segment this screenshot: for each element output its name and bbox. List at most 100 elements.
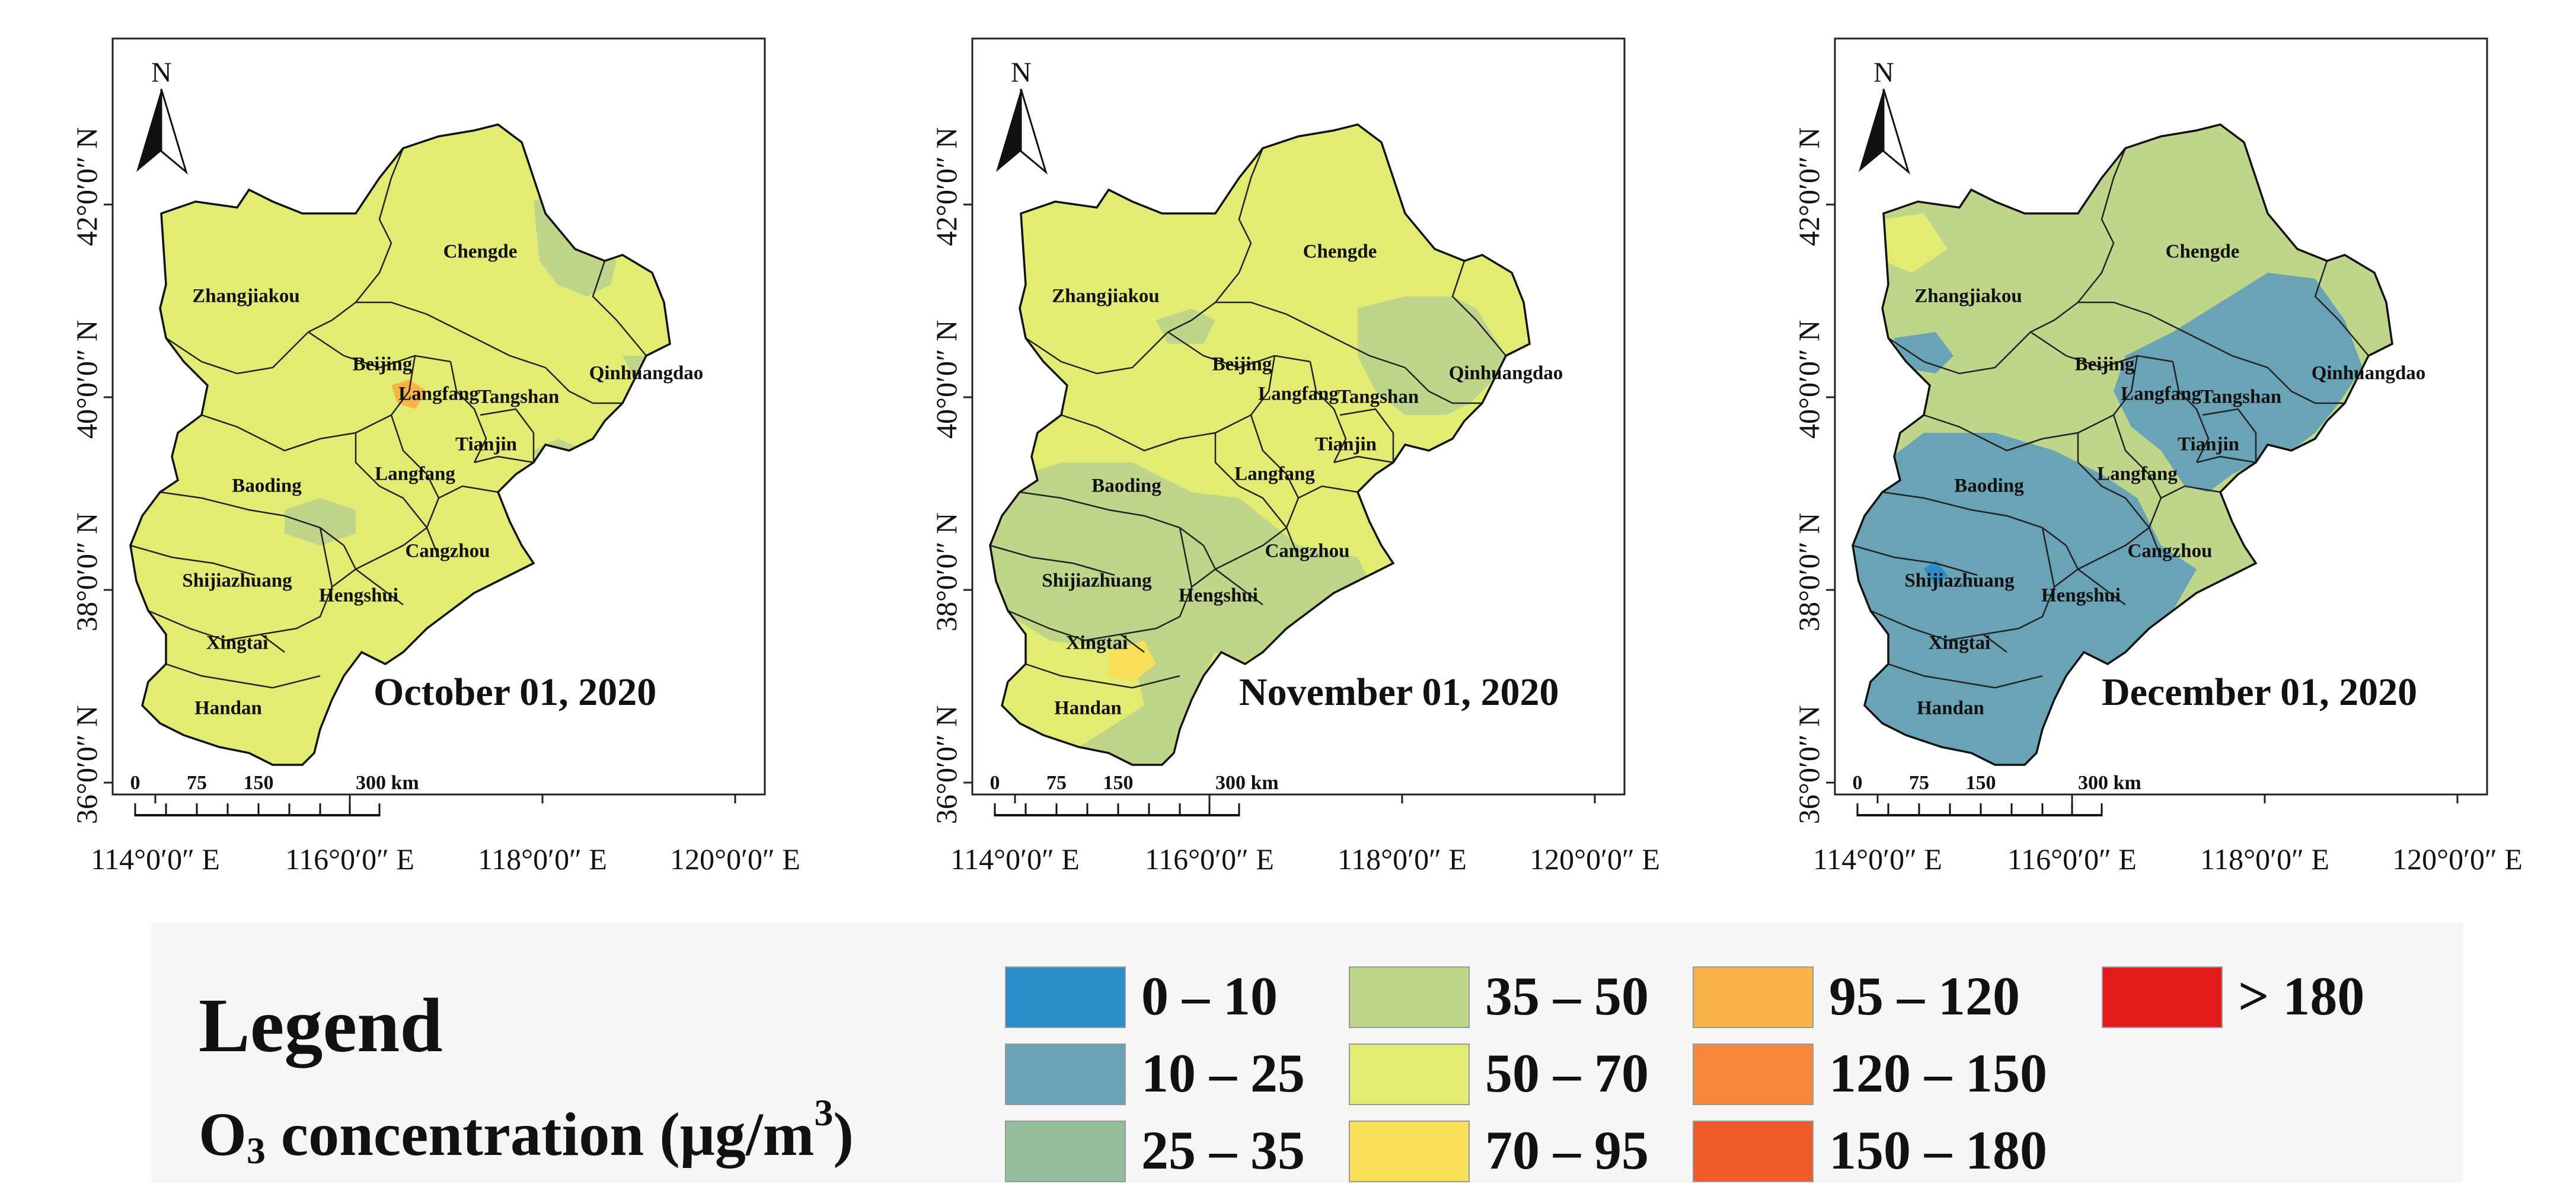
concentration-patch — [2114, 273, 2363, 492]
latitude-label: 42°0′0″ N — [70, 127, 103, 246]
city-border — [1923, 414, 2043, 452]
city-border — [1451, 260, 1506, 356]
concentration-patch — [1924, 560, 1948, 587]
city-label-shijiazhuang: Shijiazhuang — [182, 570, 292, 592]
latitude-label: 38°0′0″ N — [930, 512, 963, 631]
north-arrow-icon — [996, 88, 1048, 175]
city-label-chengde: Chengde — [1303, 241, 1377, 263]
longitude-label: 120°0′0″ E — [670, 842, 800, 876]
map-date-title: December 01, 2020 — [2102, 671, 2418, 714]
city-border — [1215, 301, 1406, 369]
region-base-fill — [130, 125, 670, 765]
city-border — [1250, 414, 1358, 499]
scale-bar-label: 75 — [1046, 772, 1067, 794]
city-label-handan: Handan — [1054, 697, 1122, 719]
scale-bar-label: 150 — [1103, 772, 1134, 794]
scale-bar — [1856, 803, 2103, 816]
city-border — [165, 663, 321, 689]
concentration-patch — [1358, 296, 1506, 415]
legend-item-label: 10 – 25 — [1141, 1043, 1305, 1103]
concentration-patch — [990, 462, 1370, 765]
scale-bar-label: 0 — [1852, 772, 1863, 794]
map-panel-october: 42°0′0″ N 40°0′0″ N 38°0′0″ N 36°0′0″ N 114°… — [24, 24, 877, 913]
north-arrow-icon — [1859, 88, 1910, 175]
city-label-zhangjiakou: Zhangjiakou — [1052, 285, 1160, 307]
city-label-baoding: Baoding — [1091, 475, 1161, 497]
city-label-handan: Handan — [1917, 697, 1984, 719]
city-border — [355, 433, 440, 558]
city-label-tangshan: Tangshan — [1338, 386, 1419, 408]
city-border — [308, 148, 404, 333]
city-label-langfang-north: Langfang — [1258, 383, 1339, 405]
city-border — [2054, 497, 2162, 588]
city-border — [331, 497, 440, 588]
city-border — [592, 260, 647, 356]
city-border — [2112, 414, 2221, 499]
city-border — [1404, 367, 1482, 404]
city-label-tianjin: Tianjin — [1315, 433, 1377, 455]
longitude-label: 114°0′0″ E — [950, 842, 1080, 876]
city-label-beijing: Beijing — [2074, 353, 2135, 375]
city-label-xingtai: Xingtai — [1065, 632, 1128, 654]
concentration-patch — [1894, 332, 1953, 374]
city-border — [1333, 455, 1394, 464]
city-border — [2196, 455, 2256, 464]
city-border — [260, 527, 333, 636]
city-border — [1191, 497, 1300, 588]
legend-swatch — [1693, 1043, 1814, 1105]
legend-item-label: 150 – 180 — [1829, 1120, 2047, 1180]
city-label-handan: Handan — [194, 697, 262, 719]
scale-bar — [994, 803, 1240, 816]
city-label-langfang-north: Langfang — [2121, 383, 2201, 405]
city-border — [1888, 663, 2043, 689]
city-border — [1167, 148, 1264, 333]
city-border — [2065, 545, 2126, 605]
city-border — [2314, 260, 2369, 356]
north-label: N — [1873, 57, 1894, 88]
concentration-patch — [285, 498, 356, 545]
longitude-label: 114°0′0″ E — [91, 842, 220, 876]
legend-swatch — [1005, 1043, 1126, 1105]
city-border — [1167, 331, 1311, 369]
map-canvas — [1826, 37, 2488, 816]
city-label-qinhuangdao: Qinhuangdao — [1448, 362, 1563, 384]
city-label-tangshan: Tangshan — [478, 386, 560, 408]
concentration-patch — [391, 379, 427, 409]
city-label-langfang-south: Langfang — [375, 463, 455, 485]
city-label-shijiazhuang: Shijiazhuang — [1904, 570, 2015, 592]
north-label: N — [151, 57, 172, 88]
concentration-patch — [1882, 213, 1948, 273]
city-label-chengde: Chengde — [2165, 241, 2240, 263]
concentration-patch — [1109, 640, 1156, 682]
city-label-cangzhou: Cangzhou — [1265, 540, 1350, 562]
legend-box: Legend O3 concentration (μg/m3) 0 – 10 10… — [151, 922, 2463, 1183]
latitude-label: 36°0′0″ N — [1792, 705, 1825, 824]
city-border — [1214, 433, 1300, 558]
city-border — [2030, 331, 2173, 369]
legend-swatch — [1693, 966, 1814, 1028]
city-label-qinhuangdao: Qinhuangdao — [589, 362, 704, 384]
city-border — [159, 491, 344, 546]
city-label-beijing: Beijing — [1212, 353, 1272, 375]
legend-item-label: 50 – 70 — [1485, 1043, 1649, 1103]
city-border — [1019, 491, 1204, 546]
city-border — [2030, 148, 2127, 333]
legend-item-label: 70 – 95 — [1485, 1120, 1649, 1180]
city-border — [1309, 361, 1347, 463]
city-label-langfang-south: Langfang — [2097, 463, 2178, 485]
city-border — [1202, 545, 1263, 605]
city-border — [2267, 367, 2345, 404]
city-border — [343, 545, 404, 605]
city-label-hengshui: Hengshui — [319, 585, 398, 607]
city-border — [2078, 301, 2268, 369]
city-border — [1061, 414, 1180, 452]
city-border — [201, 414, 321, 452]
city-label-cangzhou: Cangzhou — [405, 540, 490, 562]
city-border — [390, 414, 499, 499]
latitude-label: 42°0′0″ N — [1792, 127, 1825, 246]
city-border — [545, 367, 623, 404]
city-border — [130, 544, 256, 576]
legend-swatch — [1349, 1043, 1470, 1105]
scale-bar-label: 75 — [187, 772, 207, 794]
concentration-patch — [1156, 308, 1215, 344]
